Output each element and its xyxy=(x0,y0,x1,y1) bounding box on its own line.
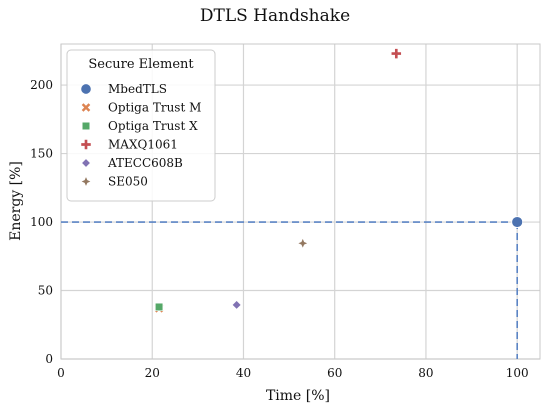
legend-marker-x xyxy=(81,103,91,112)
x-tick-label: 60 xyxy=(327,366,342,380)
data-point-star xyxy=(298,238,308,248)
x-tick-label: 0 xyxy=(57,366,65,380)
legend-item: Optiga Trust M xyxy=(81,101,201,115)
chart-title: DTLS Handshake xyxy=(200,6,350,26)
legend-marker-plus xyxy=(81,139,91,150)
legend-label: SE050 xyxy=(108,175,148,189)
legend-item: MbedTLS xyxy=(80,82,167,96)
data-point-plus xyxy=(391,48,402,59)
legend-label: Optiga Trust M xyxy=(108,101,201,115)
y-tick-label: 50 xyxy=(38,284,53,298)
legend-item: ATECC608B xyxy=(81,156,183,170)
data-point-diamond xyxy=(231,300,242,310)
legend-label: Optiga Trust X xyxy=(108,119,198,133)
legend-label: MAXQ1061 xyxy=(108,138,178,152)
legend-items: MbedTLS Optiga Trust M Optiga Trust X MAXQ1… xyxy=(80,82,201,189)
data-point-circle xyxy=(511,216,524,228)
legend-marker-square xyxy=(81,121,91,131)
y-axis-label: Energy [%] xyxy=(8,161,24,241)
legend-item: SE050 xyxy=(81,175,148,189)
legend-label: ATECC608B xyxy=(107,156,183,170)
reference-lines xyxy=(61,221,518,359)
legend-title: Secure Element xyxy=(88,57,194,72)
plot-area xyxy=(60,43,541,360)
x-tick-label: 80 xyxy=(418,366,433,380)
legend-marker-star xyxy=(81,177,91,186)
legend-item: MAXQ1061 xyxy=(81,138,178,152)
data-point-square xyxy=(154,302,164,312)
y-tick-label: 150 xyxy=(30,147,53,161)
legend: Secure Element MbedTLS Optiga Trust M Opti… xyxy=(66,49,216,202)
legend-label: MbedTLS xyxy=(108,82,167,96)
x-axis-label: Time [%] xyxy=(266,388,330,404)
y-tick-label: 200 xyxy=(30,78,53,92)
y-tick-label: 0 xyxy=(45,352,53,366)
legend-marker-circle xyxy=(80,83,92,95)
y-axis-ticks: 0 50 100 150 200 xyxy=(30,78,53,366)
x-tick-label: 100 xyxy=(506,366,529,380)
x-axis-ticks: 0 20 40 60 80 100 xyxy=(57,366,528,380)
legend-marker-diamond xyxy=(81,158,91,168)
legend-box xyxy=(66,49,216,202)
y-tick-label: 100 xyxy=(30,215,53,229)
x-tick-label: 40 xyxy=(236,366,251,380)
legend-item: Optiga Trust X xyxy=(81,119,198,133)
data-points xyxy=(154,48,524,313)
x-tick-label: 20 xyxy=(145,366,160,380)
